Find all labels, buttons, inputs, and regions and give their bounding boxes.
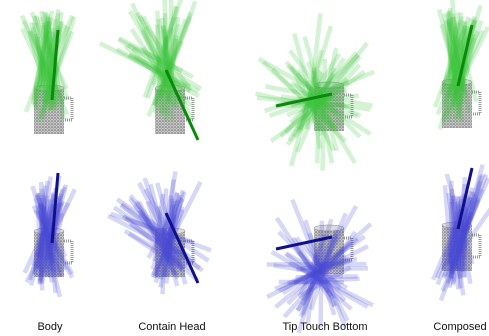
panel — [108, 171, 211, 294]
caption: Contain Head — [138, 321, 205, 333]
panel — [435, 0, 488, 129]
panels — [22, 0, 489, 333]
panel — [433, 165, 489, 301]
panel — [267, 200, 373, 333]
figure: Body Contain Head Tip Touch Bottom Compo… — [0, 0, 489, 336]
panel — [25, 173, 75, 297]
panel — [100, 0, 201, 140]
caption: Composed — [433, 321, 486, 333]
caption: Tip Touch Bottom — [283, 321, 368, 333]
page: Body Contain Head Tip Touch Bottom Compo… — [0, 0, 489, 336]
panel — [22, 10, 74, 134]
panel — [256, 13, 375, 170]
caption: Body — [37, 321, 63, 333]
